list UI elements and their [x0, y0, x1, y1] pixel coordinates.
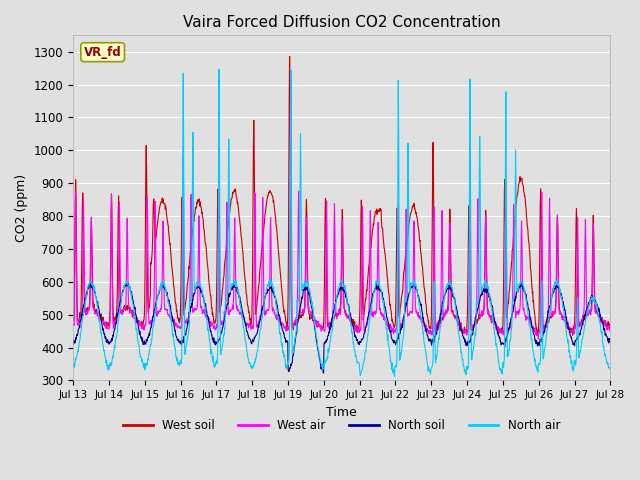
- Y-axis label: CO2 (ppm): CO2 (ppm): [15, 174, 28, 242]
- West soil: [189, 227, 196, 233]
- North air: [215, 66, 223, 72]
- North air: [543, 326, 551, 332]
- North soil: [86, 280, 94, 286]
- North soil: [496, 335, 504, 341]
- Line: West air: West air: [73, 71, 611, 339]
- West air: [543, 315, 551, 321]
- North air: [607, 366, 614, 372]
- West soil: [607, 323, 614, 329]
- West air: [69, 321, 77, 327]
- North air: [69, 364, 77, 370]
- West soil: [69, 318, 77, 324]
- North soil: [607, 338, 614, 344]
- West air: [249, 324, 257, 330]
- West soil: [426, 325, 433, 331]
- West air: [495, 330, 503, 336]
- West air: [426, 327, 433, 333]
- North air: [189, 163, 196, 168]
- North soil: [176, 340, 184, 346]
- North soil: [69, 341, 77, 347]
- North soil: [319, 370, 327, 376]
- West air: [607, 324, 614, 329]
- North air: [391, 373, 399, 379]
- Line: North soil: North soil: [73, 283, 611, 373]
- North air: [249, 365, 257, 371]
- West air: [287, 68, 294, 73]
- West soil: [286, 53, 294, 59]
- West air: [175, 324, 183, 330]
- West air: [534, 336, 542, 342]
- Line: North air: North air: [73, 69, 611, 376]
- West soil: [175, 320, 183, 326]
- North air: [496, 365, 504, 371]
- North air: [175, 363, 183, 369]
- North soil: [543, 315, 551, 321]
- Text: VR_fd: VR_fd: [84, 46, 122, 59]
- West soil: [249, 256, 257, 262]
- North air: [426, 368, 433, 374]
- West soil: [569, 332, 577, 338]
- West air: [189, 307, 196, 313]
- Line: West soil: West soil: [73, 56, 611, 335]
- North soil: [249, 338, 257, 344]
- West soil: [495, 328, 503, 334]
- Title: Vaira Forced Diffusion CO2 Concentration: Vaira Forced Diffusion CO2 Concentration: [183, 15, 500, 30]
- West soil: [543, 318, 551, 324]
- X-axis label: Time: Time: [326, 406, 357, 419]
- Legend: West soil, West air, North soil, North air: West soil, West air, North soil, North a…: [118, 414, 565, 437]
- North soil: [189, 297, 196, 303]
- North soil: [426, 338, 433, 344]
